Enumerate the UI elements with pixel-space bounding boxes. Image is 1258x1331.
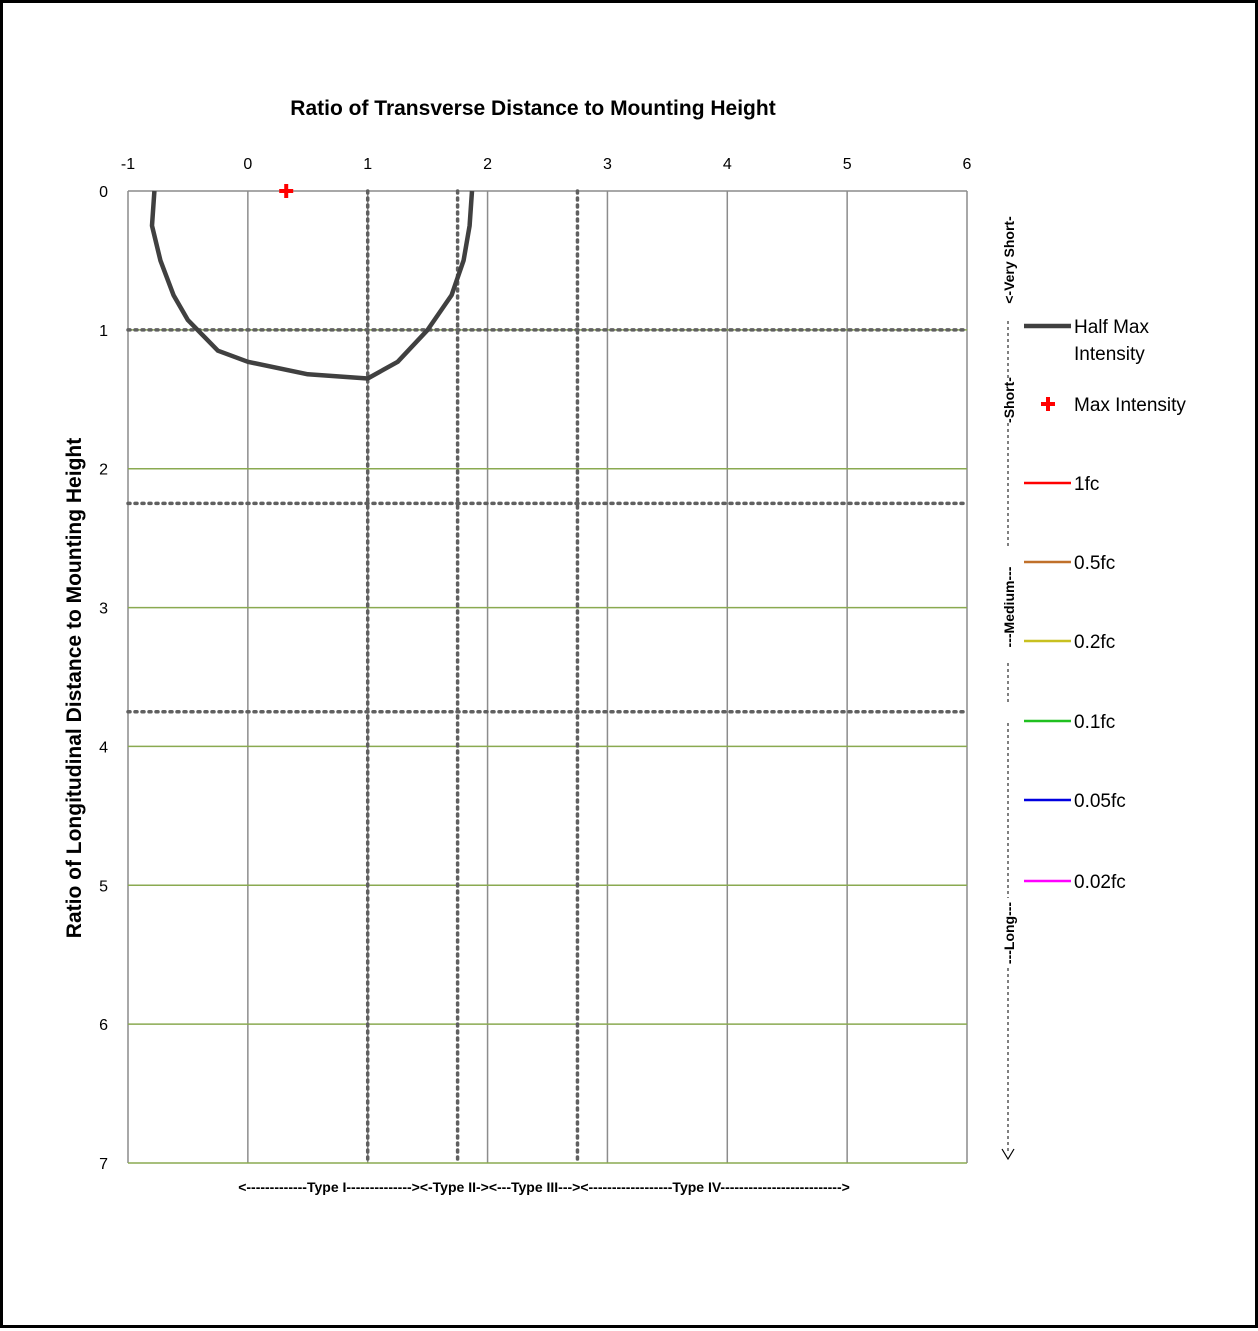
- max-intensity-point: [279, 184, 294, 198]
- half-max-intensity-curve: [149, 190, 475, 381]
- x-tick-label: 2: [483, 156, 492, 173]
- legend-label-half-max-2: Intensity: [1074, 344, 1145, 365]
- length-band-very-short: <-Very Short-: [1001, 216, 1017, 304]
- length-band-short: -Short-: [1001, 377, 1017, 423]
- y-tick-label: 1: [99, 323, 108, 340]
- legend-label-half-max: Half Max: [1074, 317, 1149, 338]
- type-band-labels: <-------------Type I--------------><-Typ…: [238, 1179, 850, 1195]
- y-tick-label: 5: [99, 878, 108, 895]
- y-tick-label: 6: [99, 1017, 108, 1034]
- x-tick-label: 4: [723, 156, 732, 173]
- x-tick-label: 3: [603, 156, 612, 173]
- x-tick-label: 5: [843, 156, 852, 173]
- max-intensity-marker: [279, 184, 294, 198]
- length-band-medium: ---Medium---: [1001, 566, 1017, 647]
- y-tick-label: 0: [99, 184, 108, 201]
- legend-swatch-max-intensity: [1041, 397, 1055, 411]
- band-arrow: [1001, 1148, 1015, 1161]
- y-tick-label: 7: [99, 1156, 108, 1173]
- legend-label-0-05fc: 0.05fc: [1074, 791, 1126, 812]
- y-tick-labels: 0 1 2 3 4 5 6 7: [99, 184, 108, 1173]
- x-tick-label: -1: [121, 156, 135, 173]
- length-band-labels: <-Very Short- -Short- ---Medium--- ---Long-…: [1001, 216, 1017, 1161]
- legend-marker: [1041, 397, 1055, 411]
- y-axis-label: Ratio of Longitudinal Distance to Mounti…: [63, 438, 86, 938]
- y-tick-label: 3: [99, 601, 108, 618]
- x-tick-label: 0: [243, 156, 252, 173]
- legend: Half Max Intensity Max Intensity 1fc 0.5fc 0.…: [1024, 317, 1186, 893]
- y-tick-label: 2: [99, 462, 108, 479]
- legend-label-0-02fc: 0.02fc: [1074, 872, 1126, 893]
- legend-label-0-2fc: 0.2fc: [1074, 632, 1115, 653]
- y-tick-label: 4: [99, 739, 108, 756]
- grid: [127, 190, 968, 1164]
- classification-boundaries: [126, 189, 969, 1165]
- legend-label-0-1fc: 0.1fc: [1074, 712, 1115, 733]
- chart-svg: Ratio of Transverse Distance to Mounting…: [63, 97, 1186, 1195]
- data-series: [149, 184, 475, 381]
- length-band-long: ---Long---: [1001, 902, 1017, 965]
- legend-label-0-5fc: 0.5fc: [1074, 553, 1115, 574]
- chart-title: Ratio of Transverse Distance to Mounting…: [290, 97, 775, 120]
- x-tick-labels: -1 0 1 2 3 4 5 6: [121, 156, 972, 173]
- legend-label-1fc: 1fc: [1074, 474, 1099, 495]
- x-tick-label: 1: [363, 156, 372, 173]
- x-tick-label: 6: [963, 156, 972, 173]
- legend-label-max-intensity: Max Intensity: [1074, 395, 1186, 416]
